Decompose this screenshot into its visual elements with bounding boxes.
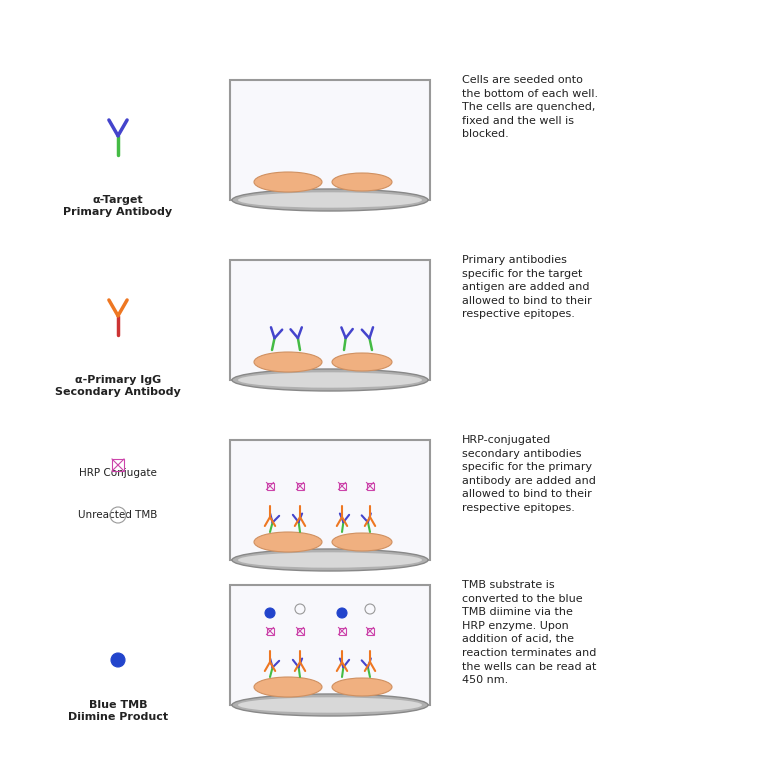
Bar — [232, 549, 428, 562]
Ellipse shape — [238, 193, 422, 208]
Text: TMB substrate is
converted to the blue
TMB diimine via the
HRP enzyme. Upon
addi: TMB substrate is converted to the blue T… — [462, 580, 597, 685]
Bar — [112, 459, 124, 471]
Bar — [296, 627, 303, 634]
Bar — [267, 627, 274, 634]
Text: Cells are seeded onto
the bottom of each well.
The cells are quenched,
fixed and: Cells are seeded onto the bottom of each… — [462, 75, 598, 139]
Ellipse shape — [238, 698, 422, 713]
Ellipse shape — [254, 532, 322, 552]
Text: HRP-conjugated
secondary antibodies
specific for the primary
antibody are added : HRP-conjugated secondary antibodies spec… — [462, 435, 596, 513]
Bar — [232, 369, 428, 382]
Ellipse shape — [232, 189, 428, 211]
Bar — [367, 627, 374, 634]
Bar — [230, 260, 430, 380]
Text: Unreacted TMB: Unreacted TMB — [79, 510, 157, 520]
Bar — [230, 585, 430, 705]
Ellipse shape — [232, 694, 428, 716]
Bar — [230, 440, 430, 560]
Ellipse shape — [332, 353, 392, 371]
Ellipse shape — [254, 352, 322, 372]
Bar — [338, 627, 345, 634]
Bar — [232, 694, 428, 707]
Circle shape — [111, 653, 125, 667]
Ellipse shape — [238, 552, 422, 568]
Bar — [338, 483, 345, 490]
Bar — [267, 483, 274, 490]
Ellipse shape — [238, 372, 422, 387]
Ellipse shape — [232, 369, 428, 391]
Text: α-Target
Primary Antibody: α-Target Primary Antibody — [63, 195, 173, 217]
Ellipse shape — [332, 678, 392, 696]
Ellipse shape — [332, 173, 392, 191]
Ellipse shape — [232, 549, 428, 571]
Bar — [230, 80, 430, 200]
Text: Blue TMB
Diimine Product: Blue TMB Diimine Product — [68, 700, 168, 722]
Ellipse shape — [332, 533, 392, 551]
Ellipse shape — [254, 677, 322, 697]
Text: HRP Conjugate: HRP Conjugate — [79, 468, 157, 478]
Circle shape — [265, 608, 275, 618]
Bar — [232, 189, 428, 202]
Bar — [367, 483, 374, 490]
Circle shape — [337, 608, 347, 618]
Text: Primary antibodies
specific for the target
antigen are added and
allowed to bind: Primary antibodies specific for the targ… — [462, 255, 592, 319]
Bar — [296, 483, 303, 490]
Text: α-Primary IgG
Secondary Antibody: α-Primary IgG Secondary Antibody — [55, 375, 181, 397]
Ellipse shape — [254, 172, 322, 192]
